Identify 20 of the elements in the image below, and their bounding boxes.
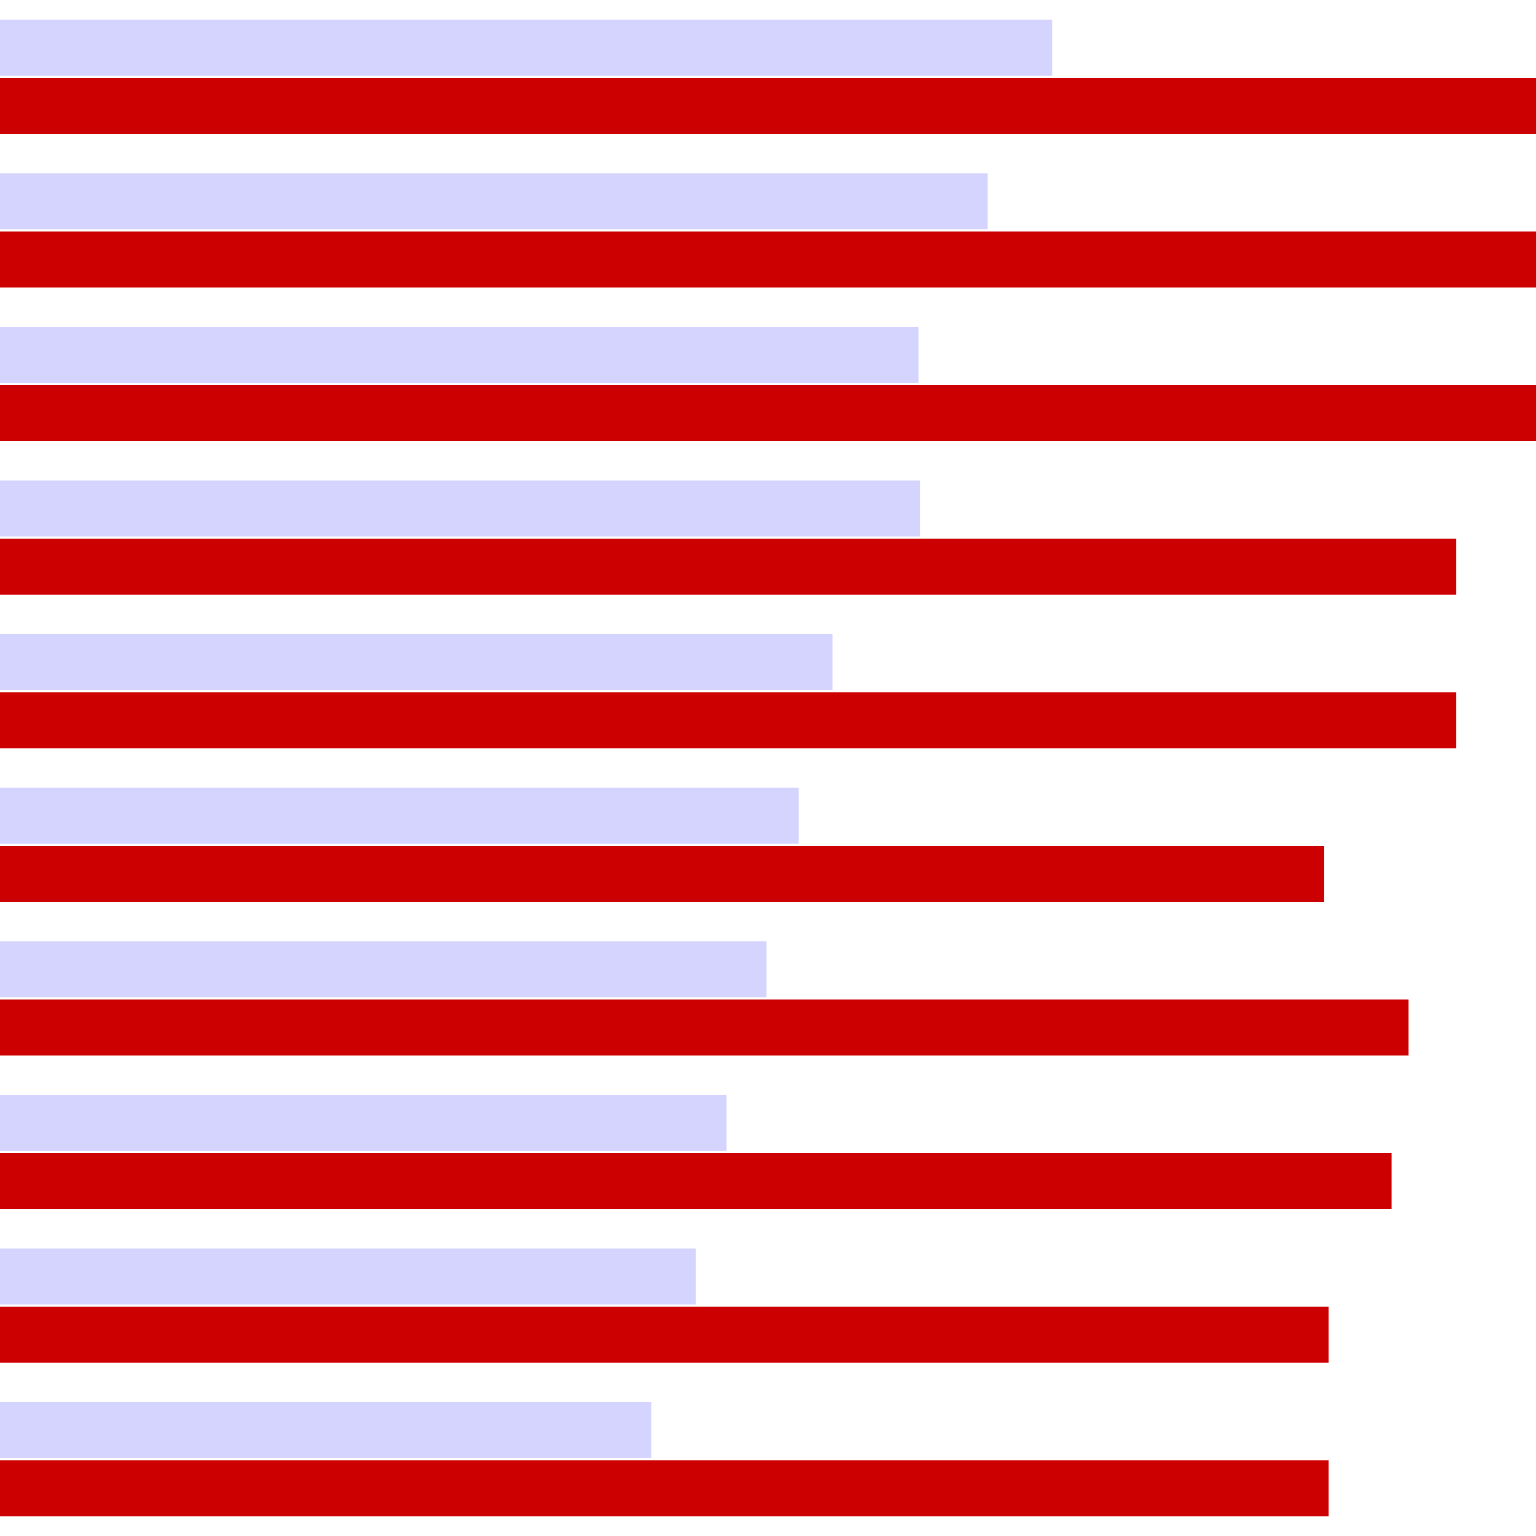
bar — [0, 999, 1409, 1056]
bar — [0, 787, 799, 844]
bar — [0, 1094, 727, 1151]
bar — [0, 692, 1457, 749]
bar — [0, 1402, 652, 1459]
bar — [0, 1248, 696, 1305]
bar — [0, 173, 988, 230]
bar — [0, 385, 1536, 442]
bar — [0, 845, 1325, 902]
bar — [0, 1460, 1329, 1517]
bar — [0, 1153, 1392, 1210]
bar — [0, 941, 767, 998]
bar — [0, 1306, 1329, 1363]
bar — [0, 19, 1053, 76]
bar — [0, 77, 1536, 134]
bar — [0, 634, 833, 691]
bar — [0, 480, 921, 537]
bar — [0, 231, 1536, 288]
bar — [0, 538, 1457, 595]
bar — [0, 326, 919, 383]
